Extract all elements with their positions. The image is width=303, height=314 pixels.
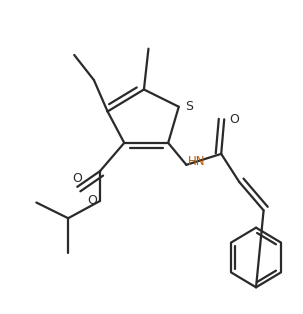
Text: O: O xyxy=(72,172,82,185)
Text: HN: HN xyxy=(188,155,206,168)
Text: O: O xyxy=(87,194,97,208)
Text: S: S xyxy=(185,100,193,113)
Text: O: O xyxy=(229,113,239,126)
